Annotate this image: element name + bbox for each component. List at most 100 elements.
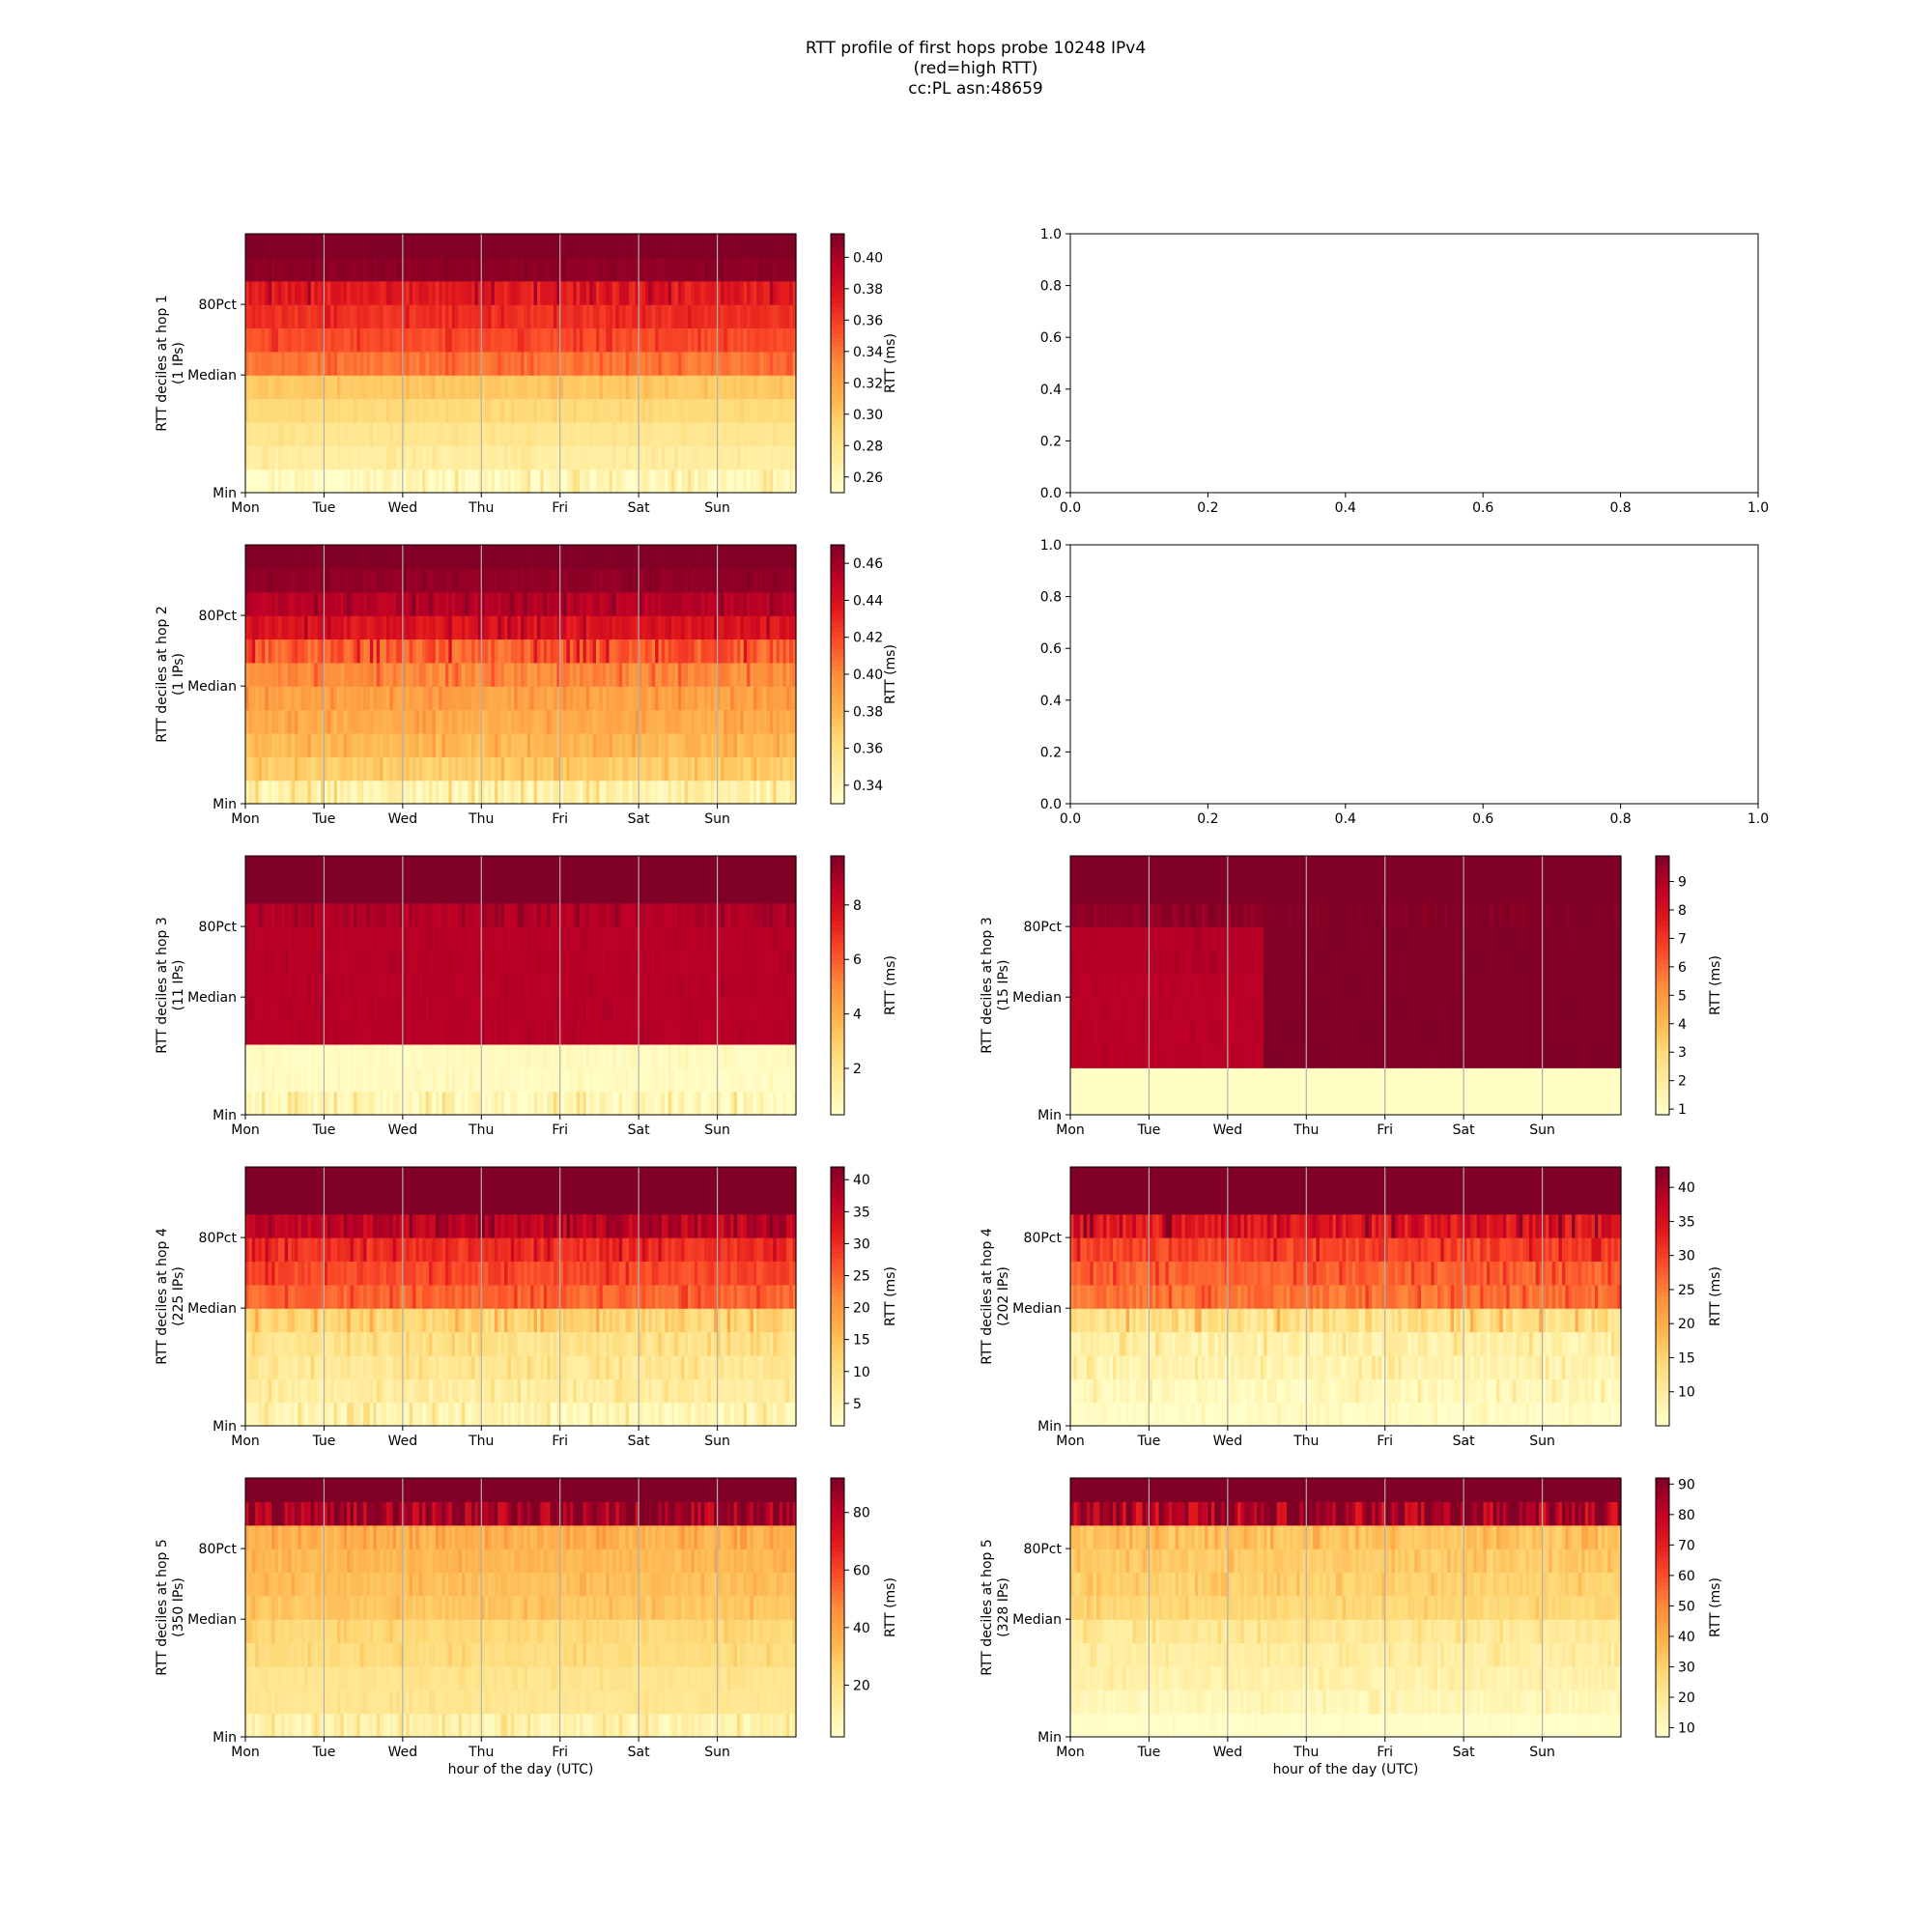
heatmap-cell (451, 398, 456, 423)
heatmap-cell (540, 545, 545, 569)
heatmap-cell (281, 421, 286, 446)
heatmap-cell (576, 780, 581, 805)
heatmap-cell (477, 234, 482, 258)
heatmap-cell (782, 280, 787, 305)
heatmap-cell (491, 375, 496, 400)
heatmap-cell (261, 421, 266, 446)
heatmap-cell (651, 1091, 656, 1116)
heatmap-cell (684, 756, 689, 781)
heatmap-cell (281, 709, 286, 734)
heatmap-cell (585, 445, 590, 470)
heatmap-cell (566, 545, 571, 569)
heatmap-cell (582, 615, 587, 640)
heatmap-cell (625, 280, 630, 305)
colorbar-segment (831, 298, 844, 304)
heatmap-cell (688, 304, 693, 329)
heatmap-cell (356, 780, 361, 805)
heatmap-cell (268, 421, 272, 446)
heatmap-cell (602, 639, 607, 664)
heatmap-cell (396, 709, 401, 734)
heatmap-cell (609, 469, 613, 494)
heatmap-cell (337, 445, 341, 470)
heatmap-cell (435, 545, 440, 569)
heatmap-cell (526, 421, 531, 446)
x-tick-label: Wed (388, 811, 418, 827)
heatmap-cell (556, 327, 561, 353)
heatmap-cell (363, 732, 368, 757)
heatmap-cell (677, 591, 682, 616)
heatmap-cell (402, 662, 407, 687)
heatmap-cell (566, 304, 571, 329)
heatmap-cell (720, 1067, 724, 1093)
heatmap-cell (340, 398, 345, 423)
heatmap-cell (307, 398, 312, 423)
heatmap-cell (730, 327, 735, 353)
heatmap-cell (747, 257, 752, 282)
heatmap-cell (307, 234, 312, 258)
heatmap-cell (265, 662, 270, 687)
colorbar-segment (831, 324, 844, 329)
heatmap-cell (373, 615, 378, 640)
heatmap-cell (396, 732, 401, 757)
heatmap-cell (550, 469, 554, 494)
heatmap-cell (641, 686, 646, 711)
heatmap-cell (402, 327, 407, 353)
heatmap-cell (521, 686, 525, 711)
heatmap-cell (412, 398, 417, 423)
heatmap-cell (491, 398, 496, 423)
heatmap-cell (740, 234, 745, 258)
heatmap-cell (536, 1020, 541, 1045)
heatmap-cell (688, 756, 693, 781)
heatmap-cell (444, 1091, 449, 1116)
heatmap-cell (471, 662, 476, 687)
heatmap-cell (396, 756, 401, 781)
heatmap-cell (481, 327, 486, 353)
heatmap-cell (494, 615, 498, 640)
heatmap-cell (477, 662, 482, 687)
heatmap-cell (691, 732, 696, 757)
heatmap-cell (458, 398, 463, 423)
heatmap-cell (776, 686, 781, 711)
heatmap-cell (494, 662, 498, 687)
heatmap-cell (448, 375, 453, 400)
heatmap-cell (435, 568, 440, 593)
heatmap-cell (317, 639, 322, 664)
heatmap-cell (439, 1091, 443, 1116)
heatmap-cell (589, 398, 594, 423)
heatmap-cell (753, 280, 757, 305)
heatmap-cell (500, 732, 505, 757)
heatmap-cell (688, 591, 693, 616)
heatmap-cell (494, 469, 498, 494)
heatmap-cell (724, 756, 728, 781)
heatmap-cell (435, 709, 440, 734)
heatmap-cell (785, 398, 790, 423)
heatmap-cell (406, 591, 411, 616)
heatmap-cell (602, 709, 607, 734)
colorbar-tick-label: 0.30 (853, 408, 883, 423)
heatmap-cell (596, 686, 601, 711)
heatmap-cell (559, 421, 564, 446)
heatmap-cell (353, 1020, 357, 1045)
heatmap-cell (258, 591, 263, 616)
heatmap-cell (635, 398, 639, 423)
heatmap-cell (406, 686, 411, 711)
heatmap-cell (363, 1091, 368, 1116)
heatmap-cell (497, 662, 502, 687)
heatmap-cell (724, 234, 728, 258)
heatmap-cell (566, 568, 571, 593)
heatmap-cell (769, 568, 774, 593)
heatmap-cell (448, 756, 453, 781)
heatmap-cell (580, 662, 584, 687)
heatmap-cell (439, 545, 443, 569)
heatmap-cell (277, 709, 282, 734)
heatmap-cell (543, 780, 548, 805)
heatmap-cell (369, 469, 374, 494)
heatmap-cell (533, 375, 538, 400)
heatmap-cell (265, 398, 270, 423)
heatmap-cell (632, 257, 637, 282)
heatmap-cell (422, 445, 427, 470)
heatmap-cell (658, 732, 663, 757)
heatmap-cell (655, 304, 660, 329)
heatmap-cell (556, 445, 561, 470)
heatmap-cell (274, 662, 279, 687)
